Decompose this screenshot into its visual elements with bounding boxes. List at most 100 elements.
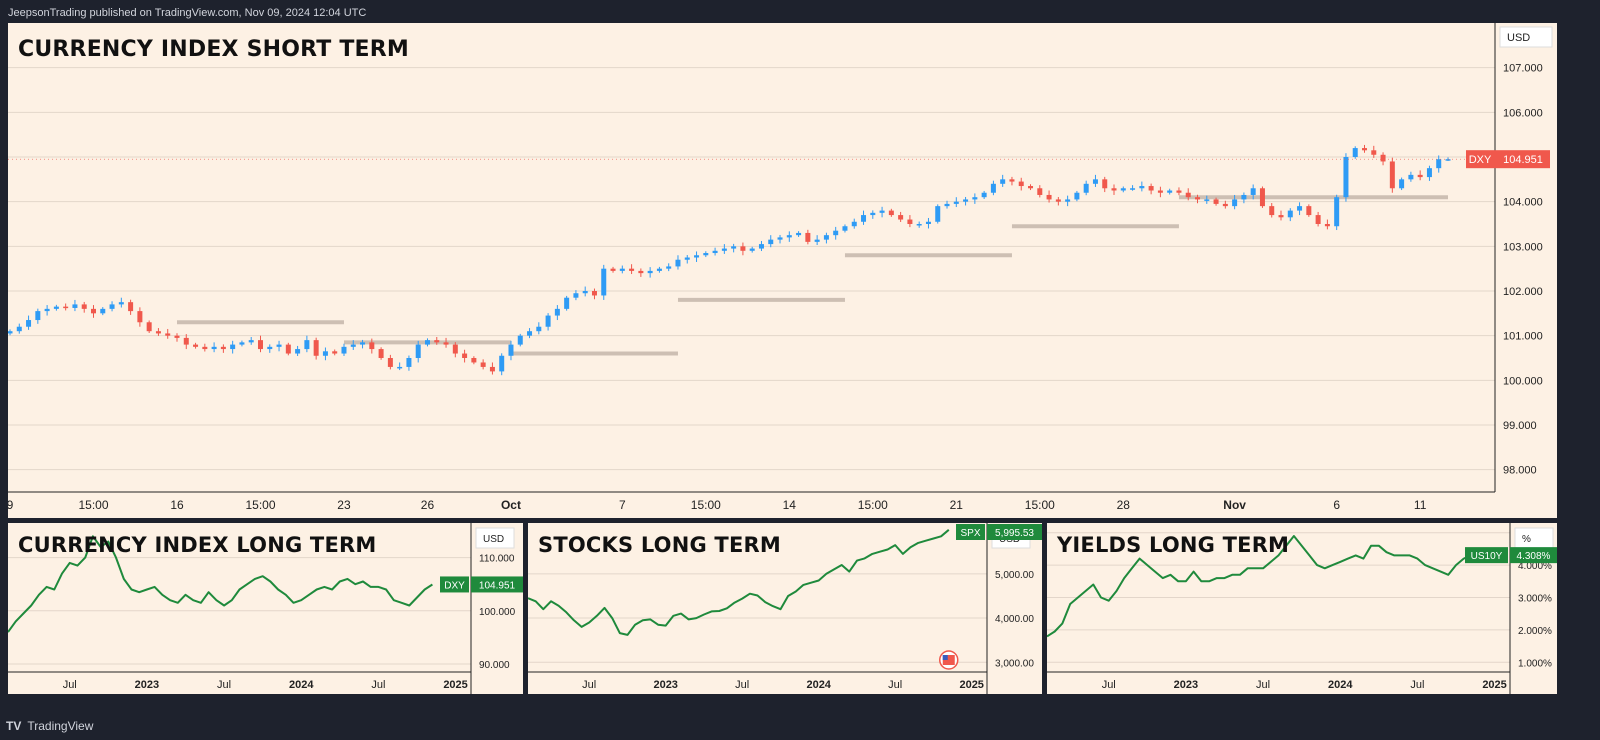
short-term-chart-title: CURRENCY INDEX SHORT TERM (18, 37, 410, 62)
x-tick-label: 21 (950, 498, 964, 512)
candle-body (508, 344, 514, 356)
candle-body (341, 346, 347, 354)
candle-body (499, 355, 505, 372)
candle-body (925, 221, 931, 224)
candle-body (703, 253, 709, 256)
candle-body (146, 322, 152, 332)
candle-body (694, 255, 700, 258)
candle-body (174, 335, 180, 338)
candle-body (573, 293, 579, 298)
candle-body (1436, 159, 1442, 169)
candle-body (768, 239, 774, 245)
price-tag-label: 104.951 (1503, 154, 1543, 166)
short-term-chart-panel[interactable]: 98.000 99.000 100.000 101.000 102.000 103.000… (8, 23, 1557, 518)
x-tick-label: 7 (619, 498, 626, 512)
x-tick-label: 9 (8, 498, 14, 512)
candle-body (814, 239, 820, 242)
candle-body (44, 308, 50, 312)
yields-long-term-panel[interactable]: 1.000%2.000%3.000%4.000%5.000%%Jul2023Ju… (1047, 523, 1557, 694)
x-tick-label: 14 (783, 498, 797, 512)
x-tick-label: 15:00 (691, 498, 721, 512)
x-tick-label: 11 (1414, 498, 1427, 512)
y-tick-label: 2.000% (1518, 626, 1552, 637)
x-tick-label: 2023 (135, 679, 159, 691)
x-tick-label: Jul (1256, 679, 1270, 691)
candle-body (842, 226, 848, 231)
candle-body (1426, 168, 1432, 178)
price-tag-label: 5,995.53 (995, 528, 1034, 539)
currency-label: USD (1507, 32, 1530, 44)
candle-body (963, 199, 969, 202)
x-tick-label: Oct (501, 498, 521, 512)
candle-body (480, 362, 486, 367)
price-tag-label: 4.308% (1517, 551, 1551, 562)
y-tick-label: 1.000% (1518, 658, 1552, 669)
candle-body (360, 342, 366, 345)
us-flag-stripes (942, 655, 955, 665)
x-tick-label: 26 (421, 498, 435, 512)
candle-body (1167, 190, 1173, 193)
currency-long-term-panel[interactable]: 90.000 100.000 110.000 USD Jul 2023 Jul 2024 Jul… (8, 523, 523, 694)
us-flag-canton (942, 655, 948, 660)
x-tick-label: 15:00 (1025, 498, 1055, 512)
x-tick-label: 2025 (443, 679, 467, 691)
candle-body (656, 268, 662, 271)
y-tick-label: 3.000% (1518, 594, 1552, 605)
candle-body (870, 212, 876, 216)
footer: TV TradingView (6, 717, 93, 735)
candle-body (833, 230, 839, 236)
candle-body (1269, 206, 1275, 216)
currency-badge (1514, 527, 1554, 549)
candle-body (322, 351, 328, 356)
price-tag (1510, 547, 1557, 564)
candle-body (1102, 179, 1108, 189)
series-line (8, 535, 433, 633)
symbol-tag-label: DXY (1469, 154, 1492, 166)
candle-body (1157, 190, 1163, 193)
stocks-long-term-panel[interactable]: 3,000.004,000.005,000.00USDJul2023Jul202… (528, 523, 1042, 694)
candle-body (406, 358, 412, 367)
candle-body (471, 358, 477, 363)
candle-body (415, 344, 421, 358)
symbol-tag (1465, 547, 1508, 564)
candle-body (1195, 197, 1201, 200)
candle-body (1213, 199, 1219, 204)
candle-body (128, 302, 134, 312)
candle-body (1324, 224, 1330, 227)
candle-body (1120, 188, 1126, 191)
candle-body (1092, 179, 1098, 184)
candle-body (1000, 179, 1006, 184)
stocks-long-term-chart[interactable]: 3,000.004,000.005,000.00USDJul2023Jul202… (528, 523, 1042, 694)
candle-body (1018, 181, 1024, 187)
x-tick-label: Jul (735, 679, 749, 691)
tradingview-logo-icon[interactable]: TV (6, 719, 22, 733)
currency-label: % (1522, 534, 1531, 545)
y-tick-label: 100.000 (1503, 375, 1543, 387)
candle-body (1083, 183, 1089, 193)
candle-body (916, 224, 922, 226)
candle-body (1334, 197, 1340, 227)
candle-body (165, 333, 171, 336)
candle-body (990, 183, 996, 193)
candle-body (647, 270, 653, 274)
candle-body (1232, 199, 1238, 207)
candle-body (1185, 192, 1191, 198)
candle-body (749, 248, 755, 251)
candle-body (1445, 159, 1451, 161)
footer-brand[interactable]: TradingView (27, 719, 94, 733)
candle-body (230, 344, 236, 350)
candle-body (1111, 188, 1117, 191)
time-axis-bg (8, 492, 1557, 518)
y-tick-label: 107.000 (1503, 63, 1543, 75)
candle-body (591, 291, 597, 296)
yields-long-term-chart[interactable]: 1.000%2.000%3.000%4.000%5.000%%Jul2023Ju… (1047, 523, 1557, 694)
candle-body (1306, 206, 1312, 216)
candle-body (823, 235, 829, 240)
candle-body (629, 268, 635, 271)
x-tick-label: Jul (1410, 679, 1424, 691)
series-line (528, 529, 950, 636)
short-term-candlestick-chart[interactable]: 98.000 99.000 100.000 101.000 102.000 103.000… (8, 23, 1557, 518)
candle-body (517, 335, 523, 345)
candle-body (1130, 188, 1136, 190)
currency-long-term-chart[interactable]: 90.000 100.000 110.000 USD Jul 2023 Jul 2024 Jul… (8, 523, 523, 694)
